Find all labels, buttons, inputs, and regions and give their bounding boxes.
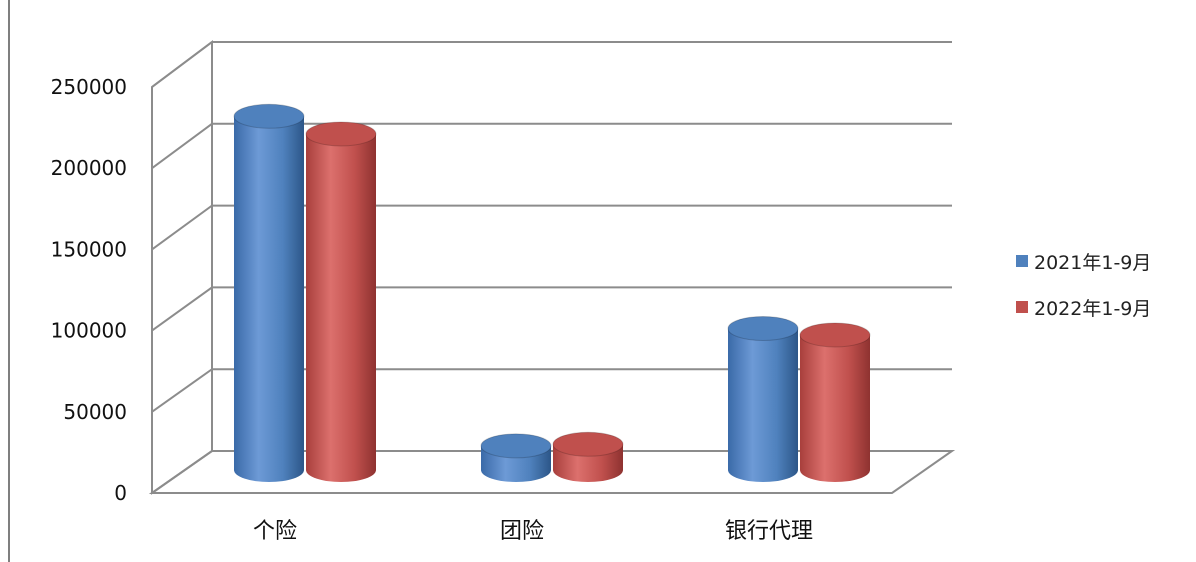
bar-1-0 <box>480 433 552 482</box>
bar-top <box>233 103 305 129</box>
legend-swatch-2021 <box>1016 255 1028 267</box>
bar-top <box>799 322 871 348</box>
bar-0-1 <box>305 121 377 483</box>
gridline <box>151 122 952 170</box>
x-category-label: 银行代理 <box>725 519 813 544</box>
legend: 2021年1-9月 2022年1-9月 <box>1016 248 1191 340</box>
gridline <box>151 286 952 332</box>
bar-top <box>727 316 799 342</box>
bar-body <box>234 116 304 483</box>
bar-2-0 <box>727 316 799 482</box>
y-tick-label: 250000 <box>51 75 127 99</box>
y-tick-label: 0 <box>114 481 127 505</box>
legend-item-2021: 2021年1-9月 <box>1016 248 1191 274</box>
x-category-label: 团险 <box>500 519 544 544</box>
bars <box>233 103 871 483</box>
bar-body <box>800 334 870 482</box>
legend-item-2022: 2022年1-9月 <box>1016 294 1191 320</box>
left-border-line <box>8 0 10 562</box>
bar-body <box>306 133 376 483</box>
gridline <box>151 41 952 88</box>
legend-label-2021: 2021年1-9月 <box>1034 251 1152 274</box>
y-tick-label: 200000 <box>51 156 127 180</box>
gridline <box>151 368 952 413</box>
bar-1-1 <box>552 431 624 482</box>
bar-2-1 <box>799 322 871 482</box>
bar-top <box>480 433 552 459</box>
floor <box>148 450 956 494</box>
y-tick-label: 150000 <box>51 237 127 261</box>
gridlines <box>151 41 952 413</box>
y-axis-ticks: 0 50000 100000 150000 200000 250000 <box>51 75 127 505</box>
y-tick-label: 50000 <box>63 400 127 424</box>
y-tick-label: 100000 <box>51 319 127 343</box>
bar-top <box>552 431 624 457</box>
x-category-label: 个险 <box>253 519 297 544</box>
bar-body <box>728 328 798 482</box>
gridline <box>151 204 952 251</box>
left-wall <box>151 40 213 495</box>
x-axis-labels: 个险 团险 银行代理 <box>253 519 813 544</box>
bar-top <box>305 121 377 147</box>
legend-label-2022: 2022年1-9月 <box>1034 297 1152 320</box>
legend-swatch-2022 <box>1016 301 1028 313</box>
bar-0-0 <box>233 103 305 483</box>
